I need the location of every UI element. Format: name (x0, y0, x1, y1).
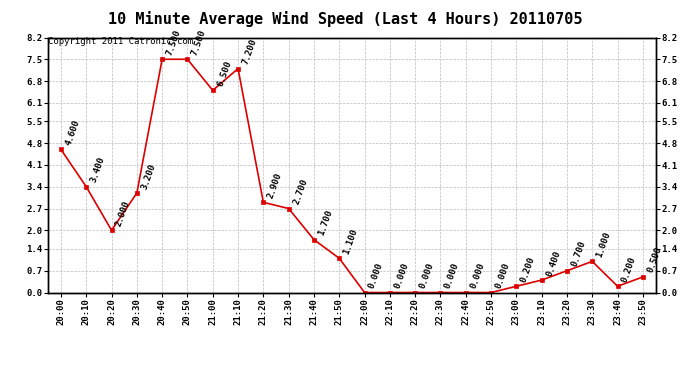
Text: 2.700: 2.700 (291, 177, 309, 206)
Text: 0.200: 0.200 (620, 255, 638, 284)
Text: 0.000: 0.000 (443, 261, 461, 290)
Text: 6.500: 6.500 (215, 59, 233, 88)
Text: 7.200: 7.200 (241, 38, 259, 66)
Text: 0.400: 0.400 (544, 249, 562, 277)
Text: 1.700: 1.700 (317, 209, 335, 237)
Text: 2.000: 2.000 (115, 199, 132, 228)
Text: 1.100: 1.100 (342, 227, 359, 255)
Text: 7.500: 7.500 (165, 28, 183, 57)
Text: 3.400: 3.400 (89, 156, 107, 184)
Text: 0.000: 0.000 (469, 261, 486, 290)
Text: 0.000: 0.000 (494, 261, 511, 290)
Text: 10 Minute Average Wind Speed (Last 4 Hours) 20110705: 10 Minute Average Wind Speed (Last 4 Hou… (108, 11, 582, 27)
Text: 4.600: 4.600 (63, 118, 81, 147)
Text: 7.500: 7.500 (190, 28, 208, 57)
Text: 1.000: 1.000 (595, 230, 613, 259)
Text: 2.900: 2.900 (266, 171, 284, 200)
Text: Copyright 2011 Catronic.com: Copyright 2011 Catronic.com (48, 38, 193, 46)
Text: 0.500: 0.500 (646, 246, 663, 274)
Text: 0.200: 0.200 (519, 255, 537, 284)
Text: 3.200: 3.200 (139, 162, 157, 190)
Text: 0.000: 0.000 (393, 261, 411, 290)
Text: 0.000: 0.000 (418, 261, 435, 290)
Text: 0.700: 0.700 (570, 240, 587, 268)
Text: 0.000: 0.000 (367, 261, 385, 290)
